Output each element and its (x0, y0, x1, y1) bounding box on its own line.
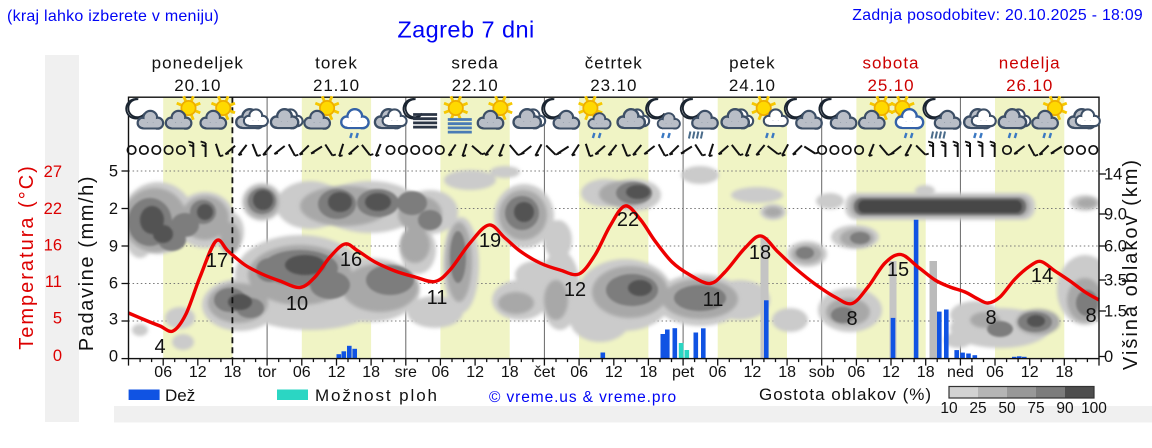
svg-text:5: 5 (53, 310, 62, 328)
svg-text:sre: sre (395, 364, 417, 381)
svg-text:25: 25 (969, 400, 986, 417)
svg-text:18: 18 (224, 364, 242, 381)
svg-text:06: 06 (154, 364, 172, 381)
svg-text:Padavine (mm/h): Padavine (mm/h) (76, 175, 98, 351)
svg-text:23.10: 23.10 (590, 76, 637, 95)
svg-text:0: 0 (1104, 348, 1113, 366)
svg-text:četrtek: četrtek (585, 54, 643, 73)
svg-text:16: 16 (44, 237, 62, 255)
svg-text:11: 11 (427, 287, 448, 309)
svg-text:ned: ned (947, 364, 974, 381)
svg-text:18: 18 (749, 242, 771, 264)
svg-text:nedelja: nedelja (999, 54, 1061, 73)
svg-text:Višina oblakov (km): Višina oblakov (km) (1120, 158, 1142, 370)
svg-text:11: 11 (703, 289, 724, 311)
svg-text:Možnost ploh: Možnost ploh (315, 386, 439, 405)
svg-text:18: 18 (778, 364, 796, 381)
svg-text:© vreme.us & vreme.pro: © vreme.us & vreme.pro (489, 389, 677, 406)
svg-text:tor: tor (258, 364, 277, 381)
svg-text:21.10: 21.10 (313, 76, 360, 95)
svg-text:12: 12 (1021, 364, 1039, 381)
svg-text:19: 19 (479, 230, 501, 252)
svg-text:10: 10 (940, 400, 958, 417)
svg-text:18: 18 (917, 364, 935, 381)
svg-text:18: 18 (640, 364, 658, 381)
svg-text:torek: torek (315, 54, 358, 73)
svg-text:sreda: sreda (451, 54, 499, 73)
svg-text:16: 16 (340, 249, 362, 271)
svg-text:Dež: Dež (165, 386, 195, 405)
svg-text:24.10: 24.10 (729, 76, 776, 95)
svg-text:5: 5 (109, 163, 118, 181)
svg-text:12: 12 (605, 364, 623, 381)
svg-text:Temperatura (°C): Temperatura (°C) (16, 164, 38, 350)
svg-text:18: 18 (1055, 364, 1073, 381)
svg-text:12: 12 (466, 364, 484, 381)
svg-text:06: 06 (709, 364, 727, 381)
svg-text:18: 18 (362, 364, 380, 381)
svg-text:6: 6 (109, 275, 118, 293)
svg-text:ponedeljek: ponedeljek (152, 54, 244, 73)
svg-text:12: 12 (189, 364, 207, 381)
svg-text:25.10: 25.10 (867, 76, 914, 95)
svg-text:06: 06 (570, 364, 588, 381)
svg-text:14: 14 (1031, 265, 1053, 287)
svg-text:20.10: 20.10 (174, 76, 221, 95)
svg-text:9: 9 (109, 238, 118, 256)
svg-text:12: 12 (564, 279, 586, 301)
svg-text:22.10: 22.10 (452, 76, 499, 95)
svg-text:12: 12 (882, 364, 900, 381)
svg-text:3.5: 3.5 (1104, 272, 1127, 290)
svg-text:petek: petek (729, 54, 776, 73)
svg-text:50: 50 (998, 400, 1016, 417)
svg-text:22: 22 (617, 209, 639, 231)
svg-text:(kraj lahko izberete v meniju): (kraj lahko izberete v meniju) (7, 8, 219, 25)
svg-text:06: 06 (293, 364, 311, 381)
svg-text:1.5: 1.5 (1104, 303, 1127, 321)
svg-text:75: 75 (1027, 400, 1044, 417)
svg-text:pet: pet (672, 364, 695, 381)
svg-text:18: 18 (501, 364, 519, 381)
svg-text:26.10: 26.10 (1006, 76, 1053, 95)
svg-text:11: 11 (45, 273, 62, 291)
svg-text:17: 17 (206, 250, 228, 272)
svg-text:22: 22 (44, 200, 62, 218)
svg-text:8: 8 (1085, 305, 1096, 327)
svg-text:15: 15 (887, 259, 909, 281)
svg-text:06: 06 (986, 364, 1004, 381)
svg-text:10: 10 (286, 293, 308, 315)
svg-text:27: 27 (44, 163, 62, 181)
svg-text:2: 2 (109, 200, 118, 218)
svg-text:06: 06 (848, 364, 866, 381)
svg-text:14: 14 (1104, 166, 1122, 184)
svg-text:Zadnja posodobitev: 20.10.2025: Zadnja posodobitev: 20.10.2025 - 18:09 (852, 7, 1143, 24)
svg-text:3: 3 (109, 311, 118, 329)
svg-text:8: 8 (846, 308, 857, 330)
svg-text:sobota: sobota (862, 54, 919, 73)
svg-text:Gostota oblakov (%): Gostota oblakov (%) (759, 385, 932, 404)
svg-text:Zagreb 7 dni: Zagreb 7 dni (397, 17, 534, 43)
svg-text:6.0: 6.0 (1104, 238, 1127, 256)
svg-text:06: 06 (432, 364, 450, 381)
svg-text:sob: sob (809, 364, 835, 381)
svg-text:0: 0 (53, 347, 62, 365)
svg-text:90: 90 (1056, 400, 1074, 417)
svg-text:8: 8 (985, 307, 996, 329)
svg-text:4: 4 (154, 336, 165, 358)
svg-text:100: 100 (1081, 400, 1107, 417)
svg-text:0: 0 (109, 348, 118, 366)
svg-text:12: 12 (328, 364, 346, 381)
svg-text:9.0: 9.0 (1104, 206, 1127, 224)
svg-text:12: 12 (744, 364, 762, 381)
svg-text:čet: čet (534, 364, 556, 381)
